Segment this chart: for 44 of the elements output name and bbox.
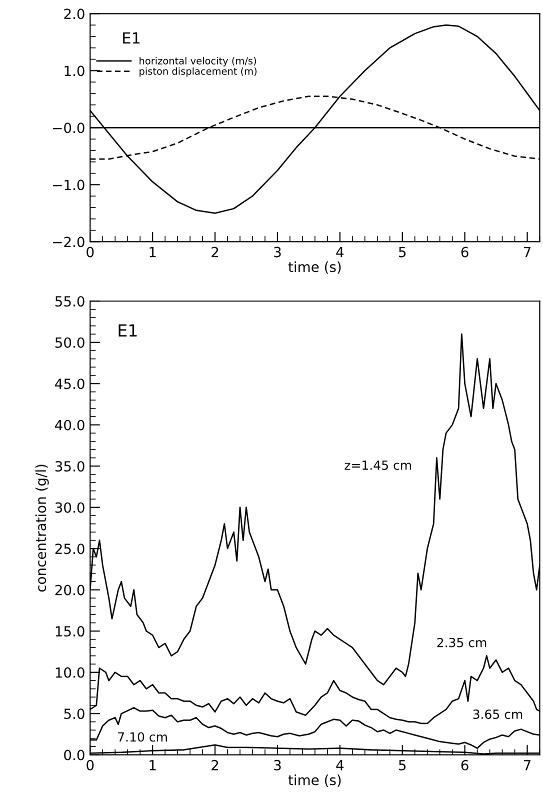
y-tick-label: 40.0 [55,420,84,430]
x-axis-title: time (s) [288,774,341,787]
x-tick-label: 0 [86,760,94,770]
x-tick-label: 5 [399,760,406,770]
y-tick-label: 25.0 [55,544,84,554]
legend-label: horizontal velocity (m/s) [140,56,256,66]
x-tick-label: 2 [212,246,218,258]
x-tick-label: 1 [150,760,156,770]
x-tick-label: 6 [461,246,468,258]
y-tick-label: 20.0 [55,584,84,596]
y-tick-label: −0.0 [53,122,84,134]
y-tick-label: 15.0 [56,626,84,637]
y-tick-label: 10.0 [56,667,84,678]
annotation: E1 [118,324,137,336]
x-tick-label: 2 [212,760,218,770]
x-axis-title: time (s) [288,261,341,274]
y-tick-label: 35.0 [55,461,84,472]
text: z=1.45 cm [344,460,411,470]
y-tick-label: 45.0 [55,378,84,390]
y-tick-label: 2.0 [64,8,84,20]
y-tick-label: −2.0 [53,236,84,248]
x-tick-label: 3 [274,246,281,258]
x-tick-label: 0 [86,246,94,258]
series-label: 2.35 cm [437,638,486,648]
x-tick-label: 1 [150,246,156,258]
y-tick-label: 55.0 [55,296,84,307]
y-tick-label: 50.0 [55,337,84,348]
y-tick-label: 1.0 [64,66,84,76]
x-tick-label: 4 [336,760,344,770]
y-tick-label: 5.0 [64,708,84,720]
x-tick-label: 7 [524,760,530,770]
x-tick-label: 7 [524,246,530,258]
legend-label: piston displacement (m) [140,67,257,77]
y-tick-label: 30.0 [55,502,84,513]
x-tick-label: 6 [461,760,468,770]
series-label: 7.10 cm [118,732,167,742]
x-tick-label: 4 [336,246,344,258]
y-tick-label: 0.0 [64,750,84,760]
y-tick-label: −1.0 [53,180,84,190]
x-tick-label: 5 [399,246,406,258]
series-label: 3.65 cm [473,710,522,719]
y-axis-title: concentration (g/l) [35,464,49,592]
x-tick-label: 3 [274,760,281,770]
annotation: E1 [123,32,140,44]
